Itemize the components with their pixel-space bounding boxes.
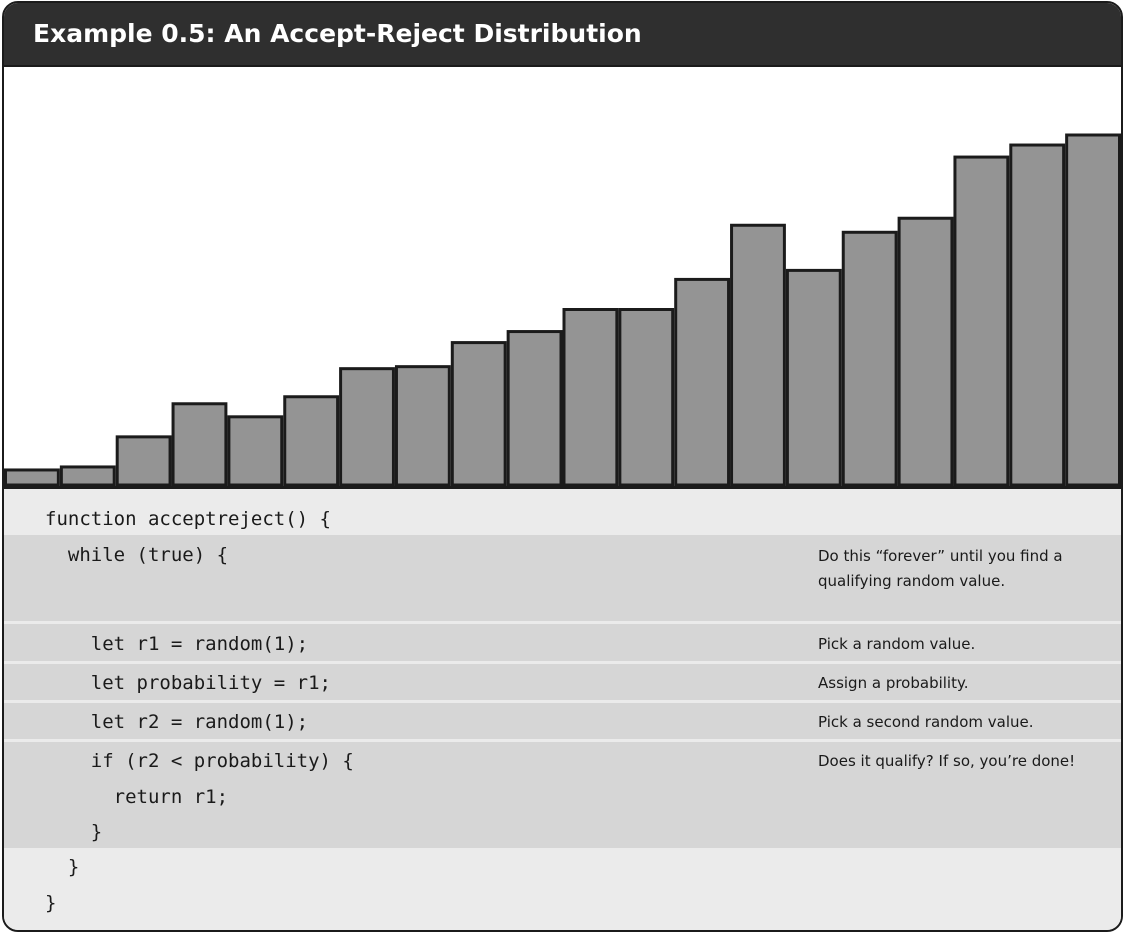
note-forever: Do this “forever” until you find a quali… bbox=[818, 547, 1063, 590]
code-line-3: let r1 = random(1); bbox=[45, 633, 309, 655]
row-band-r1 bbox=[4, 624, 1121, 661]
code-line-9: } bbox=[45, 856, 80, 878]
histogram-bar-1 bbox=[4, 468, 60, 486]
example-header: Example 0.5: An Accept-Reject Distributi… bbox=[4, 3, 1121, 67]
code-line-5: let r2 = random(1); bbox=[45, 711, 309, 733]
note-pick-random: Pick a random value. bbox=[818, 635, 976, 653]
histogram-bar-5 bbox=[227, 415, 284, 486]
histogram-bar-17 bbox=[897, 216, 954, 486]
row-band-if bbox=[4, 742, 1121, 848]
histogram-bar-10 bbox=[506, 330, 563, 486]
code-line-4: let probability = r1; bbox=[45, 672, 331, 694]
histogram-bar-4 bbox=[171, 402, 228, 486]
note-assign-probability: Assign a probability. bbox=[818, 674, 969, 692]
histogram-bar-11 bbox=[562, 308, 619, 486]
row-band-while bbox=[4, 535, 1121, 621]
note-pick-second: Pick a second random value. bbox=[818, 713, 1034, 731]
histogram-bar-14 bbox=[730, 223, 786, 486]
histogram-bar-2 bbox=[59, 465, 116, 486]
histogram-chart bbox=[4, 133, 1121, 486]
example-title: Example 0.5: An Accept-Reject Distributi… bbox=[33, 19, 642, 48]
histogram-bar-6 bbox=[283, 395, 340, 486]
histogram-bar-18 bbox=[953, 155, 1010, 486]
code-line-8: } bbox=[45, 821, 103, 843]
code-block: function acceptreject() { while (true) {… bbox=[4, 486, 1121, 930]
histogram-bar-13 bbox=[674, 277, 731, 486]
histogram-bar-19 bbox=[1009, 143, 1066, 486]
histogram-bar-12 bbox=[618, 308, 675, 486]
histogram-bar-7 bbox=[339, 367, 395, 486]
histogram-bar-3 bbox=[115, 435, 172, 486]
row-band-r2 bbox=[4, 703, 1121, 739]
histogram-area bbox=[4, 67, 1121, 486]
histogram-bar-8 bbox=[394, 365, 451, 486]
code-line-2: while (true) { bbox=[45, 544, 229, 566]
code-line-10: } bbox=[45, 892, 57, 914]
code-line-6: if (r2 < probability) { bbox=[45, 750, 354, 772]
code-line-7: return r1; bbox=[45, 786, 229, 808]
note-qualify: Does it qualify? If so, you’re done! bbox=[818, 752, 1076, 770]
row-band-probability bbox=[4, 664, 1121, 700]
histogram-bar-15 bbox=[785, 268, 842, 486]
histogram-bar-9 bbox=[450, 341, 507, 486]
histogram-bar-16 bbox=[841, 230, 898, 486]
histogram-bar-20 bbox=[1065, 133, 1121, 486]
code-line-1: function acceptreject() { bbox=[45, 508, 331, 530]
